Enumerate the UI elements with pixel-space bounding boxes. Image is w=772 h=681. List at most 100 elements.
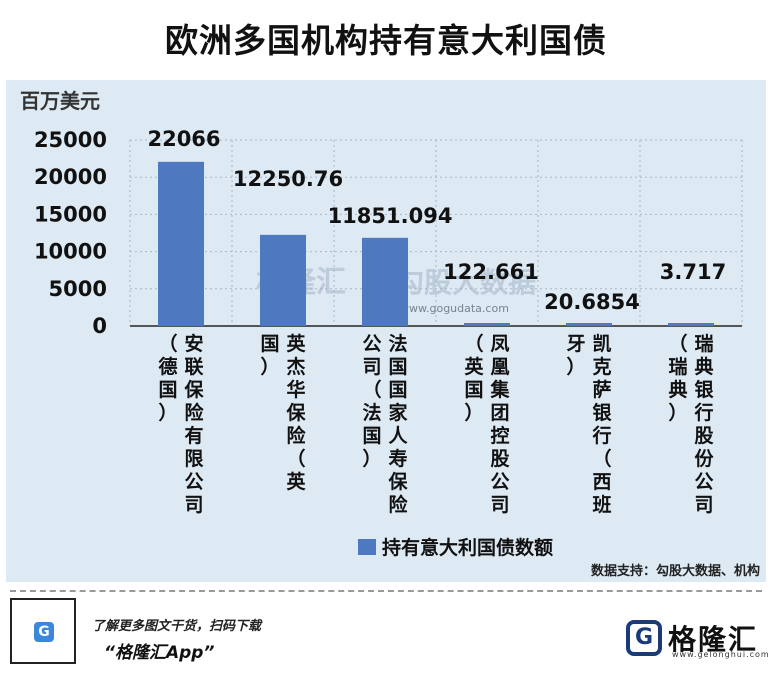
- x-tick-label-char: 有: [184, 424, 203, 447]
- promo-text: 了解更多图文干货，扫码下载: [92, 619, 262, 634]
- data-label: 20.6854: [544, 290, 640, 314]
- x-tick-label-char: 司: [362, 356, 381, 378]
- x-tick-label-char: （: [286, 447, 305, 470]
- x-tick-label-char: 凤: [490, 333, 509, 355]
- brand-logo: G 格隆汇 www.gelonghui.com: [626, 616, 769, 662]
- x-tick-label-char: 安: [184, 332, 203, 355]
- watermark-url: www.gogudata.com: [400, 302, 509, 315]
- x-tick-label-char: 限: [184, 448, 203, 470]
- x-tick-label-char: 国: [388, 356, 407, 378]
- qr-logo-icon: G: [34, 622, 54, 642]
- data-label: 3.717: [660, 260, 726, 284]
- x-tick-label-char: 行: [693, 401, 713, 424]
- x-tick-label-char: 瑞: [668, 355, 687, 378]
- x-tick-label-char: 险: [286, 424, 306, 447]
- x-tick-label-char: 保: [183, 378, 204, 401]
- x-tick-label-char: 司: [490, 494, 509, 516]
- x-tick-label-char: 华: [286, 378, 305, 401]
- legend-swatch: [358, 539, 376, 555]
- x-tick-label-char: 司: [184, 494, 203, 516]
- legend-label: 持有意大利国债数额: [382, 536, 553, 559]
- x-tick-label-char: 寿: [388, 447, 407, 470]
- x-tick-label-char: 英: [464, 355, 484, 378]
- x-tick-label-char: 班: [592, 493, 611, 516]
- x-tick-label-char: 公: [362, 333, 381, 355]
- watermark-text: 勾股大数据: [396, 266, 536, 299]
- x-tick-label-char: 国: [158, 379, 177, 401]
- y-tick-label: 15000: [34, 202, 107, 226]
- x-tick-label-char: ）: [464, 401, 483, 424]
- x-tick-label-char: 保: [285, 401, 306, 424]
- x-tick-label-char: 萨: [592, 378, 611, 401]
- x-tick-label-char: 克: [592, 355, 611, 378]
- bar: [362, 237, 408, 326]
- data-label: 12250.76: [233, 167, 343, 191]
- x-tick-label-char: ）: [362, 447, 381, 470]
- x-tick-label-char: 司: [694, 494, 713, 516]
- x-tick-label-char: 控: [490, 424, 509, 447]
- x-tick-label-char: （: [668, 332, 687, 355]
- x-tick-label-char: 保: [387, 470, 408, 493]
- x-tick-label-char: 集: [489, 378, 510, 401]
- x-tick-label-char: 行: [591, 424, 611, 447]
- y-tick-label: 5000: [49, 277, 107, 301]
- data-label: 11851.094: [328, 204, 453, 228]
- bar: [260, 234, 306, 326]
- y-tick-label: 20000: [34, 165, 107, 189]
- x-tick-label-char: 凰: [490, 356, 509, 378]
- data-source: 数据支持：勾股大数据、机构: [590, 564, 760, 579]
- bar: [566, 323, 612, 326]
- x-tick-label-char: ）: [260, 355, 279, 378]
- y-tick-label: 25000: [34, 128, 107, 152]
- brand-url: www.gelonghui.com: [672, 650, 770, 659]
- x-tick-label-char: 凯: [592, 333, 611, 355]
- x-tick-label-char: 公: [184, 471, 203, 493]
- x-tick-label-char: 险: [388, 493, 408, 516]
- dashed-divider: [10, 590, 762, 592]
- x-tick-label-char: （: [362, 378, 381, 401]
- data-label: 122.661: [443, 260, 539, 284]
- data-label: 22066: [147, 127, 220, 151]
- x-tick-label-char: 德: [158, 355, 177, 378]
- x-tick-label-char: 联: [184, 356, 203, 378]
- x-tick-label-char: 瑞: [694, 332, 713, 355]
- x-tick-label-char: 国: [260, 333, 279, 355]
- x-tick-label-char: 公: [490, 471, 509, 493]
- x-tick-label-char: 银: [592, 401, 612, 424]
- brand-g-icon: G: [626, 620, 662, 656]
- x-tick-label-char: 股: [490, 448, 509, 470]
- qr-code-icon[interactable]: G: [10, 598, 76, 664]
- app-name-text: “格隆汇App”: [104, 643, 215, 663]
- x-tick-label-char: 杰: [286, 356, 305, 378]
- x-tick-label-char: 家: [388, 401, 408, 424]
- x-tick-label-char: 英: [286, 470, 306, 493]
- y-axis-label: 百万美元: [20, 89, 100, 113]
- x-tick-label-char: 西: [592, 471, 611, 493]
- x-tick-label-char: 团: [490, 402, 509, 424]
- page-title: 欧洲多国机构持有意大利国债: [165, 21, 607, 60]
- x-tick-label-char: 英: [286, 332, 306, 355]
- x-tick-label-char: ）: [668, 401, 687, 424]
- x-tick-label-char: （: [592, 447, 611, 470]
- x-tick-label-char: 国: [362, 425, 381, 447]
- x-tick-label-char: 人: [388, 425, 408, 447]
- x-tick-label-char: 法: [362, 401, 381, 424]
- x-tick-label-char: ）: [158, 401, 177, 424]
- x-tick-label-char: 典: [668, 378, 687, 401]
- x-tick-label-char: （: [158, 332, 177, 355]
- x-tick-label-char: 份: [694, 447, 714, 470]
- x-tick-label-char: 牙: [566, 333, 585, 355]
- y-tick-label: 10000: [34, 240, 107, 264]
- x-tick-label-char: 国: [464, 379, 483, 401]
- x-tick-label-char: 国: [388, 379, 407, 401]
- x-tick-label-char: （: [464, 332, 483, 355]
- y-tick-label: 0: [92, 314, 107, 338]
- x-tick-label-char: 股: [694, 425, 713, 447]
- x-tick-label-char: ）: [566, 355, 585, 378]
- bar: [668, 323, 714, 326]
- bar: [158, 161, 204, 326]
- brand-name: 格隆汇: [668, 623, 759, 656]
- x-tick-label-char: 公: [694, 471, 713, 493]
- bar-chart: 0500010000150002000025000百万美元格隆汇勾股大数据www…: [20, 89, 743, 559]
- bar: [464, 323, 510, 326]
